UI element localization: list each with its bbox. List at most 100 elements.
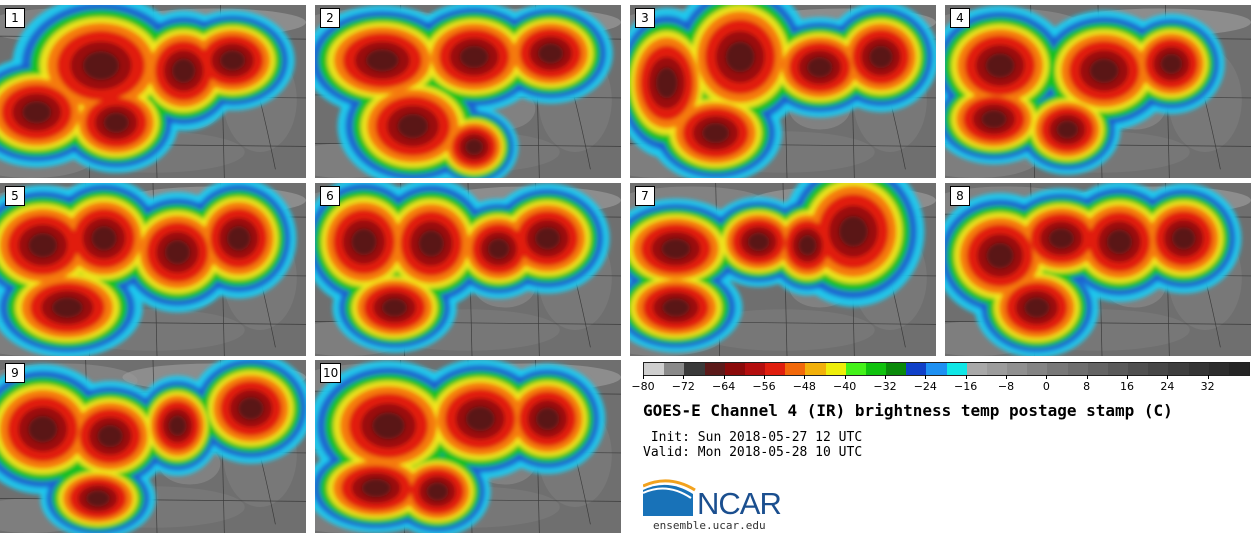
cloud-tops xyxy=(630,183,925,353)
cloud-tops xyxy=(0,183,297,356)
ncar-logo-text: NCAR xyxy=(697,486,782,521)
ir-brightness-map xyxy=(945,183,1251,356)
valid-time: Valid: Mon 2018-05-28 10 UTC xyxy=(643,445,863,460)
satellite-panel: 5 xyxy=(0,183,306,356)
colorbar-segment xyxy=(986,363,1008,375)
ir-brightness-map xyxy=(630,183,936,356)
colorbar-segment xyxy=(906,363,927,375)
colorbar-segment xyxy=(845,363,866,375)
cloud-tops xyxy=(945,183,1242,356)
colorbar-tickmark xyxy=(723,375,725,379)
panel-number: 3 xyxy=(635,8,655,28)
panel-number: 6 xyxy=(320,186,340,206)
colorbar-segment xyxy=(1007,363,1028,375)
colorbar-segment xyxy=(785,363,806,375)
colorbar-tickmark xyxy=(1006,375,1007,379)
ir-brightness-map xyxy=(0,5,306,178)
colorbar-segment xyxy=(1067,363,1088,375)
colorbar-tick-label: 24 xyxy=(1160,380,1175,393)
cloud-tops xyxy=(0,5,295,173)
panel-number: 5 xyxy=(5,186,25,206)
colorbar-segment xyxy=(1087,363,1108,375)
colorbar-segment xyxy=(744,363,766,375)
colorbar-tickmark xyxy=(1127,375,1128,379)
init-time: Init: Sun 2018-05-27 12 UTC xyxy=(643,430,863,445)
panel-number: 2 xyxy=(320,8,340,28)
colorbar-segment xyxy=(946,363,967,375)
figure-title: GOES-E Channel 4 (IR) brightness temp po… xyxy=(643,401,1173,420)
colorbar-tick-label: −32 xyxy=(873,380,897,393)
colorbar-tick-label: −80 xyxy=(631,380,655,393)
colorbar-segment xyxy=(684,363,705,375)
panel-number: 7 xyxy=(635,186,655,206)
colorbar-tick-label: −64 xyxy=(712,380,736,393)
colorbar-segment xyxy=(926,363,947,375)
colorbar-tickmark xyxy=(925,375,927,379)
colorbar-segment xyxy=(1128,363,1149,375)
colorbar-tickmark xyxy=(683,375,685,379)
satellite-panel: 2 xyxy=(315,5,621,178)
colorbar-segment xyxy=(724,363,745,375)
satellite-panel: 10 xyxy=(315,360,621,533)
ir-brightness-map xyxy=(315,183,621,356)
colorbar-segment xyxy=(1228,363,1250,375)
colorbar-tickmark xyxy=(1086,375,1088,379)
colorbar-tickmark xyxy=(885,375,886,379)
colorbar-segment xyxy=(1188,363,1209,375)
colorbar-tickmark xyxy=(1167,375,1169,379)
colorbar-segment xyxy=(704,363,725,375)
colorbar-tickmark xyxy=(1046,375,1048,379)
colorbar-segment xyxy=(1107,363,1129,375)
satellite-panel: 3 xyxy=(630,5,936,178)
colorbar-segment xyxy=(664,363,685,375)
ir-brightness-map xyxy=(630,5,936,178)
colorbar-segment xyxy=(886,363,907,375)
colorbar-tickmark xyxy=(643,375,644,379)
colorbar-tick-label: 16 xyxy=(1120,380,1134,393)
ir-brightness-map xyxy=(0,360,306,533)
colorbar-tick-label: −48 xyxy=(792,380,816,393)
colorbar-tick-label: 8 xyxy=(1083,380,1091,393)
colorbar-segment xyxy=(1047,363,1068,375)
colorbar-tick-label: −72 xyxy=(671,380,695,393)
ir-brightness-map xyxy=(315,5,621,178)
colorbar-ticks: −80 −72 −64 −56 −48 −40 −32 −24 −16 −8 0 8 16 24 32 xyxy=(631,375,1250,393)
cloud-tops xyxy=(315,5,613,178)
colorbar-tickmark xyxy=(1207,375,1209,379)
colorbar-segment xyxy=(966,363,987,375)
panel-number: 8 xyxy=(950,186,970,206)
ir-brightness-map xyxy=(315,360,621,533)
colorbar-segment xyxy=(1027,363,1048,375)
cloud-tops xyxy=(630,5,936,178)
colorbar-tick-label: −56 xyxy=(752,380,776,393)
panel-number: 9 xyxy=(5,363,25,383)
site-url: ensemble.ucar.edu xyxy=(653,519,766,532)
colorbar-tick-label: 0 xyxy=(1042,380,1050,393)
satellite-panel: 8 xyxy=(945,183,1251,356)
colorbar-tick-label: −8 xyxy=(997,380,1015,393)
satellite-panel: 4 xyxy=(945,5,1251,178)
colorbar-segment xyxy=(1148,363,1169,375)
colorbar-segment xyxy=(865,363,887,375)
colorbar-tickmark xyxy=(965,375,967,379)
colorbar-tick-label: 32 xyxy=(1200,380,1215,393)
cloud-tops xyxy=(945,5,1225,175)
cloud-tops xyxy=(315,183,610,353)
satellite-panel: 9 xyxy=(0,360,306,533)
ncar-logo-icon xyxy=(643,479,696,516)
ir-brightness-map xyxy=(945,5,1251,178)
colorbar-segment xyxy=(825,363,846,375)
cloud-tops xyxy=(0,360,306,533)
colorbar-tickmark xyxy=(844,375,846,379)
colorbar-segment xyxy=(805,363,826,375)
satellite-panel: 7 xyxy=(630,183,936,356)
panel-number: 10 xyxy=(320,363,342,383)
satellite-panel: 1 xyxy=(0,5,306,178)
panel-number: 1 xyxy=(5,8,25,28)
colorbar-segment xyxy=(1208,363,1229,375)
colorbar xyxy=(643,362,1250,376)
ir-brightness-map xyxy=(0,183,306,356)
colorbar-segment xyxy=(644,363,665,375)
colorbar-tick-label: −16 xyxy=(954,380,978,393)
panel-number: 4 xyxy=(950,8,970,28)
